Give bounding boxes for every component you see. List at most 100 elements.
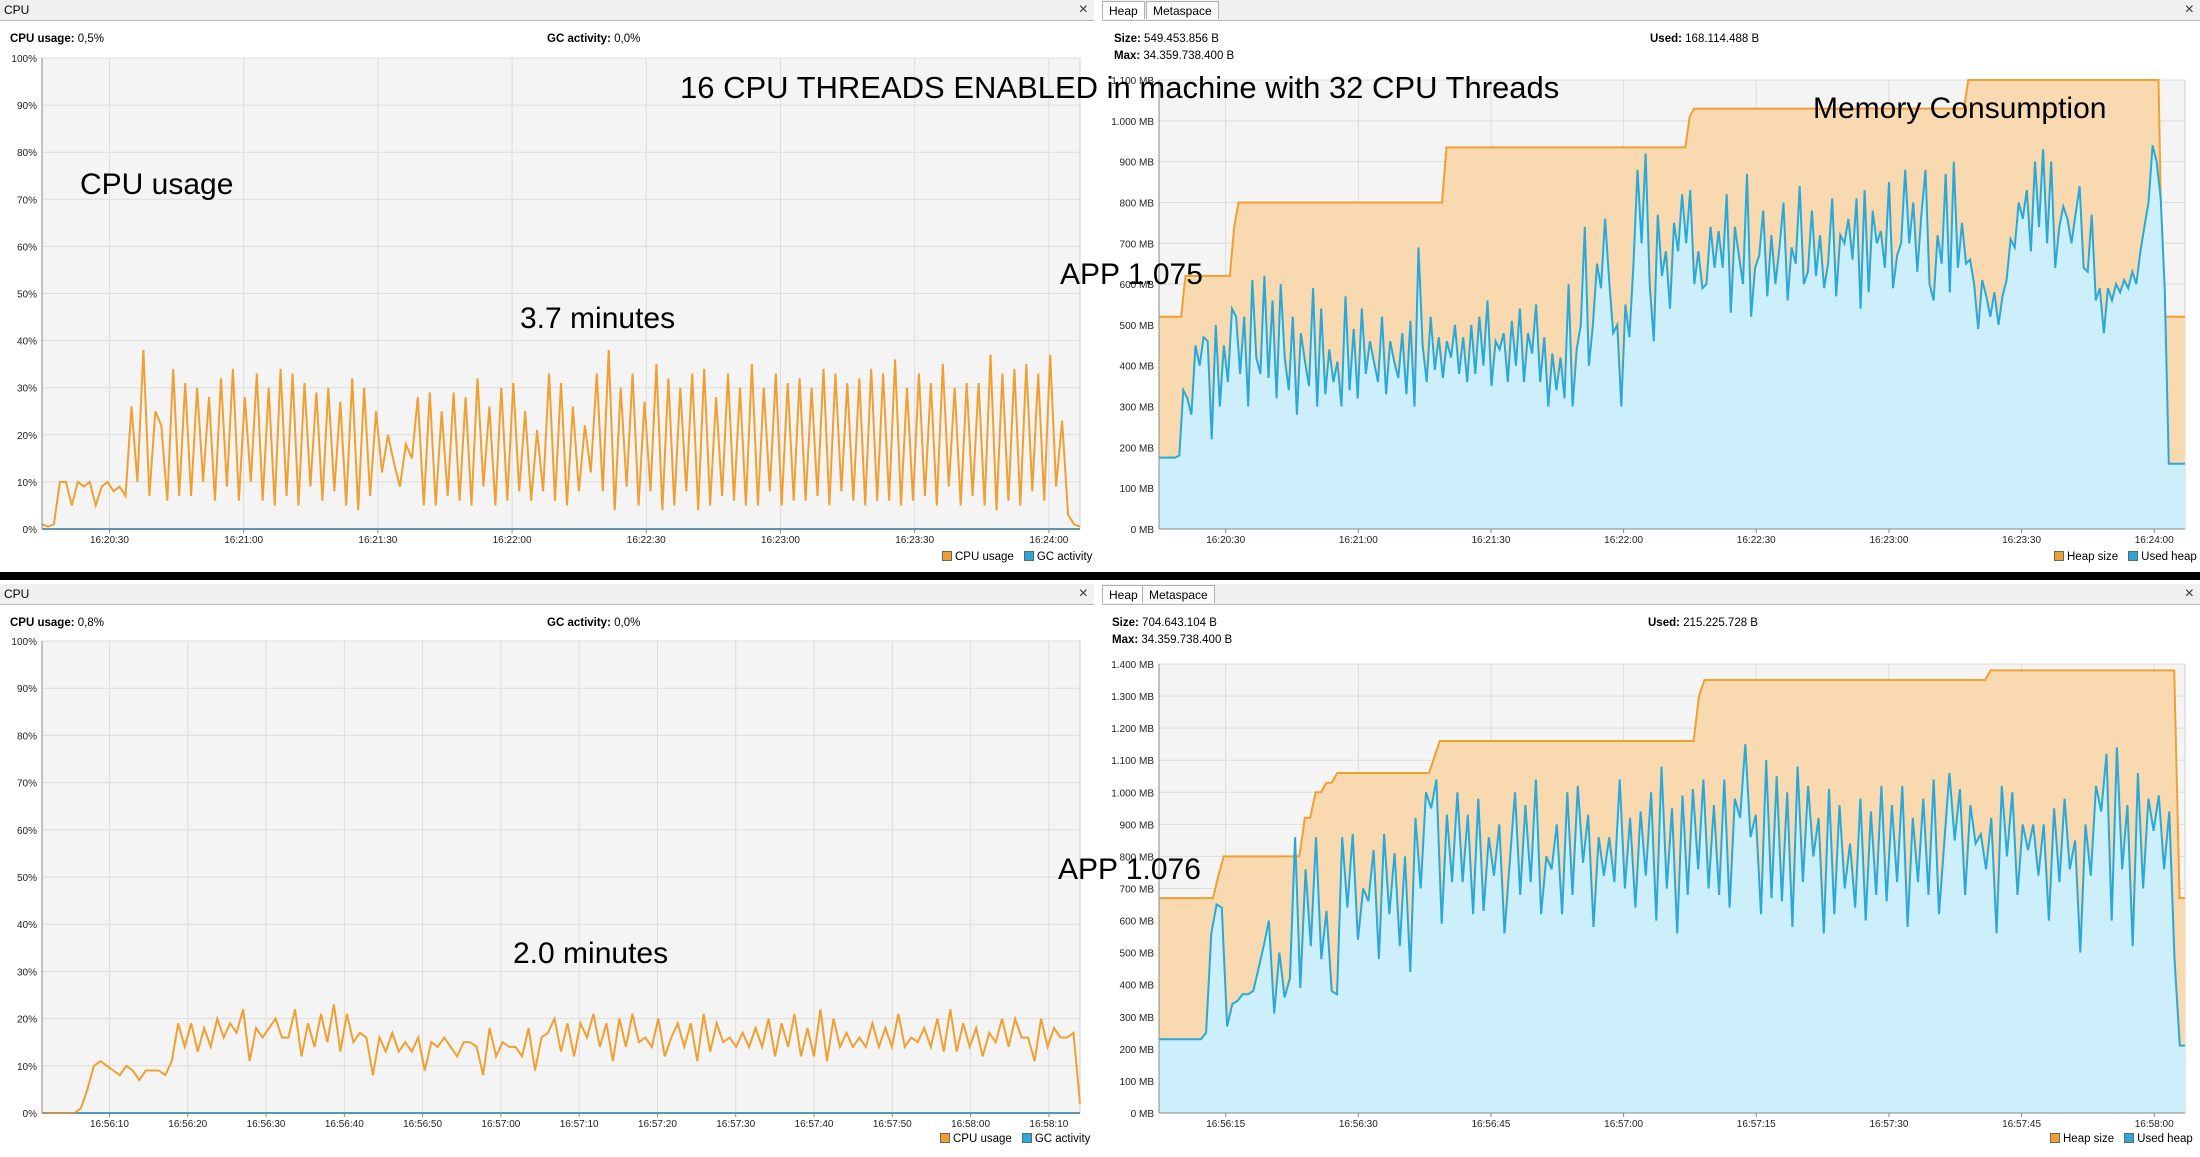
y-tick-label: 700 MB [1120,885,1155,896]
y-tick-label: 50% [17,873,37,884]
x-tick-label: 16:20:30 [1206,535,1245,546]
gc-activity-stat: GC activity: 0,0% [547,617,641,629]
cpu-panel-top: CPU × CPU usage: 0,5% GC activity: 0,0% … [0,0,1094,572]
x-tick-label: 16:22:00 [1604,535,1643,546]
heap-chart-top: 0 MB 100 MB 200 MB 300 MB 400 MB 500 MB 600 MB… [1111,76,2186,546]
x-tick-label: 16:56:10 [90,1119,129,1130]
cpu-legend-bottom: CPU usage GC activity [940,1133,1090,1145]
x-tick-label: 16:21:30 [1472,535,1511,546]
tab-metaspace-bottom[interactable]: Metaspace [1142,585,1215,603]
x-tick-label: 16:24:00 [2135,535,2174,546]
x-tick-label: 16:58:10 [1029,1119,1068,1130]
y-tick-label: 300 MB [1120,1013,1155,1024]
x-tick-label: 16:56:15 [1206,1119,1245,1130]
tab-cpu-bottom[interactable]: CPU [4,587,30,601]
x-tick-label: 16:24:00 [1029,535,1068,546]
heap-tabbar-bottom: Heap Metaspace × [1102,584,2200,605]
y-tick-label: 800 MB [1120,198,1155,209]
close-icon[interactable]: × [1078,1,1088,18]
tab-cpu-top[interactable]: CPU [4,3,30,17]
gc-activity-value: 0,0% [614,33,641,45]
y-tick-label: 0% [23,1109,38,1120]
y-tick-label: 100% [11,637,37,648]
y-tick-label: 30% [17,967,37,978]
y-tick-label: 0 MB [1131,1109,1155,1120]
x-tick-label: 16:57:45 [2002,1119,2041,1130]
x-tick-label: 16:56:40 [325,1119,364,1130]
gc-activity-label: GC activity: [547,33,611,45]
heap-legend-top: Heap size Used heap [2054,551,2197,563]
heap-legend-bottom: Heap size Used heap [2050,1133,2193,1145]
legend-gc-activity: GC activity [1023,551,1092,563]
close-icon[interactable]: × [2184,1,2194,18]
x-tick-label: 16:56:20 [168,1119,207,1130]
legend-used-heap: Used heap [2124,1133,2193,1145]
x-tick-label: 16:21:30 [358,535,397,546]
app-version-top: APP 1.075 [1060,258,1203,291]
y-tick-label: 60% [17,242,37,253]
y-tick-label: 50% [17,290,37,301]
x-tick-label: 16:56:30 [1339,1119,1378,1130]
cpu-tabbar-top: CPU × [0,0,1094,21]
y-tick-label: 1.300 MB [1111,692,1154,703]
heap-tabbar-top: Heap Metaspace × [1102,0,2200,21]
heap-size-stat: Size: 704.643.104 B [1112,617,1217,629]
used-heap-area [1159,145,2185,530]
x-tick-label: 16:22:30 [1737,535,1776,546]
y-tick-label: 80% [17,731,37,742]
y-tick-label: 600 MB [1120,280,1155,291]
x-tick-label: 16:20:30 [90,535,129,546]
y-tick-label: 400 MB [1120,981,1155,992]
gc-activity-stat: GC activity: 0,0% [547,33,640,45]
y-tick-label: 900 MB [1120,820,1155,831]
y-tick-label: 40% [17,337,37,348]
x-tick-label: 16:22:00 [493,535,532,546]
y-tick-label: 500 MB [1120,321,1155,332]
x-tick-label: 16:23:30 [895,535,934,546]
used-heap-line [1159,744,2185,1047]
y-tick-label: 10% [17,1062,37,1073]
x-tick-label: 16:57:40 [795,1119,834,1130]
tab-metaspace-top[interactable]: Metaspace [1146,1,1219,19]
legend-cpu-usage: CPU usage [942,551,1014,563]
cpu-chart-top: 0% 10% 20% 30% 40% 50% 60% 70% 80% 90% 100% 16:20:3… [11,54,1081,546]
x-tick-label: 16:57:10 [560,1119,599,1130]
duration-bottom: 2.0 minutes [513,937,669,970]
y-tick-label: 1.000 MB [1111,788,1154,799]
y-tick-label: 60% [17,826,37,837]
cpu-usage-line [42,1004,1081,1114]
x-tick-label: 16:57:00 [1604,1119,1643,1130]
y-tick-label: 90% [17,684,37,695]
cpu-usage-stat: CPU usage: 0,5% [10,33,104,45]
tab-heap-bottom[interactable]: Heap [1102,585,1145,603]
app-version-bottom: APP 1.076 [1058,853,1201,886]
y-tick-label: 30% [17,384,37,395]
y-tick-label: 1.100 MB [1111,756,1154,767]
cpu-legend-top: CPU usage GC activity [942,551,1092,563]
y-tick-label: 200 MB [1120,443,1155,454]
y-tick-label: 1.200 MB [1111,724,1154,735]
y-tick-label: 800 MB [1120,852,1155,863]
headline-annotation: 16 CPU THREADS ENABLED in machine with 3… [680,70,1560,105]
tab-heap-top[interactable]: Heap [1102,1,1145,19]
y-tick-label: 40% [17,920,37,931]
y-tick-label: 200 MB [1120,1045,1155,1056]
heap-panel-top: Heap Metaspace × Size: 549.453.856 B Max… [1102,0,2200,572]
duration-top: 3.7 minutes [520,302,676,335]
close-icon[interactable]: × [1078,585,1088,602]
x-tick-label: 16:23:30 [2002,535,2041,546]
heap-size-line [1159,79,2185,318]
cpu-usage-value: 0,5% [77,33,104,45]
cpu-usage-annotation: CPU usage [80,168,234,201]
close-icon[interactable]: × [2184,585,2194,602]
legend-cpu-usage: CPU usage [940,1133,1012,1145]
cpu-usage-label: CPU usage: [10,33,75,45]
y-tick-label: 900 MB [1120,158,1155,169]
heap-size-stat: Size: 549.453.856 B [1114,33,1219,45]
x-tick-label: 16:56:50 [403,1119,442,1130]
y-tick-label: 10% [17,478,37,489]
y-tick-label: 600 MB [1120,917,1155,928]
x-tick-label: 16:57:50 [873,1119,912,1130]
cpu-chart-bottom: 0% 10% 20% 30% 40% 50% 60% 70% 80% 90% 100% 16:56:1… [11,637,1081,1130]
y-tick-label: 100 MB [1120,1077,1155,1088]
